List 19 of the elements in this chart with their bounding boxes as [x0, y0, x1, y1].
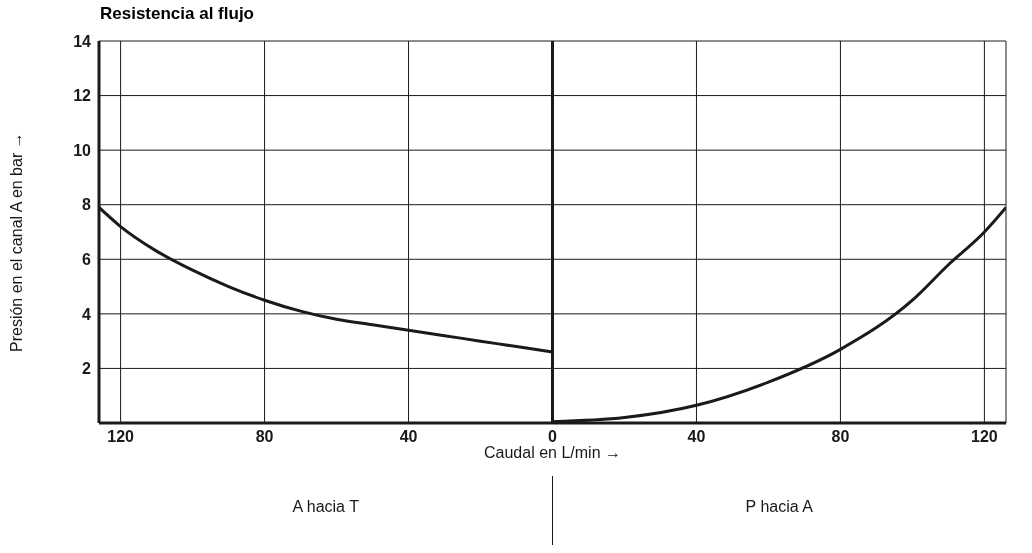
- y-tick-label: 8: [82, 196, 92, 214]
- text: P hacia A: [744, 498, 814, 516]
- x-tick-label: 40: [687, 428, 706, 446]
- y-tick-label: 6: [82, 250, 92, 268]
- x-axis-title: Caudal en L/min →: [484, 444, 621, 461]
- y-tick-label: 2: [82, 360, 92, 378]
- y-tick-label: 12: [73, 87, 92, 105]
- x-tick-label: 120: [971, 428, 998, 446]
- x-tick-label: 120: [107, 428, 135, 446]
- y-tick-label: 10: [73, 141, 92, 159]
- y-tick-label: 4: [82, 305, 92, 323]
- x-tick-label: 0: [548, 428, 558, 446]
- x-tick-label: 40: [399, 428, 418, 446]
- x-tick-label: 80: [255, 428, 274, 446]
- chart-title: Resistencia al flujo: [100, 4, 254, 24]
- x-tick-label: 80: [831, 428, 850, 446]
- y-tick-label: 14: [73, 32, 92, 50]
- text: A hacia T: [291, 498, 360, 516]
- y-axis-title: Presión en el canal A en bar →: [7, 132, 25, 352]
